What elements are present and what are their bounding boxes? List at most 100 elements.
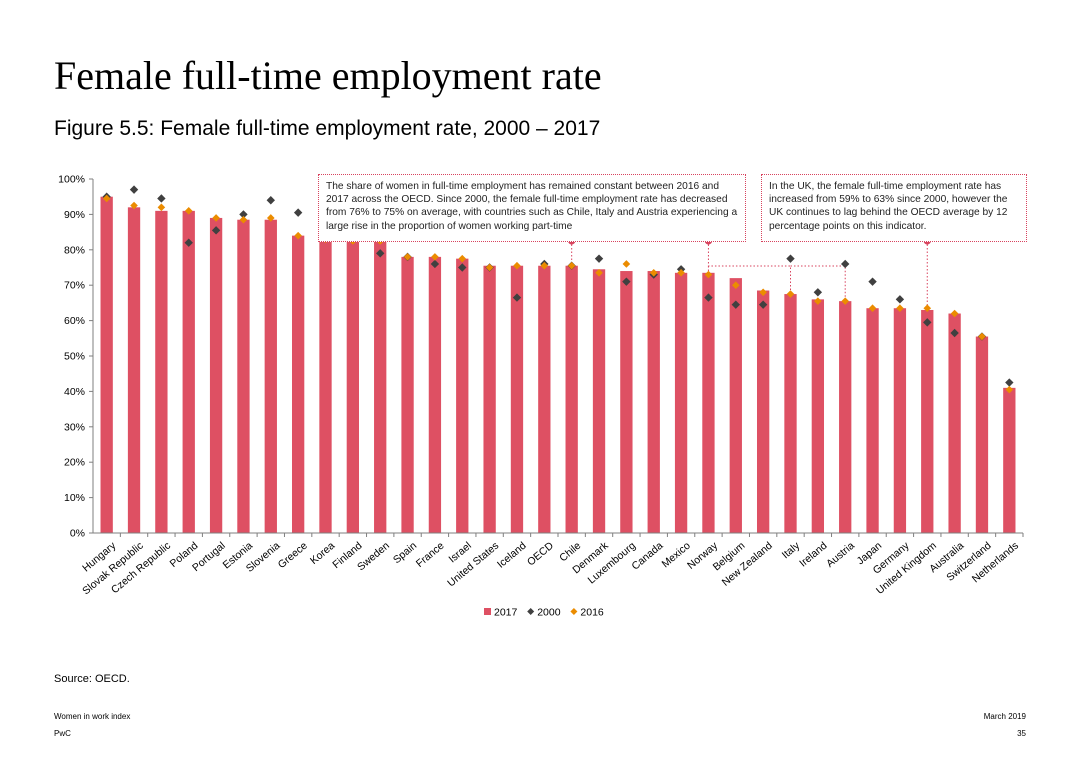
- marker-2000-slovenia: [266, 196, 275, 205]
- bar-2017-portugal: [209, 217, 223, 533]
- marker-2016-mexico: [677, 269, 685, 277]
- marker-2016-denmark: [595, 269, 603, 277]
- bar-2017-israel: [456, 258, 469, 533]
- marker-2016-norway: [704, 270, 713, 279]
- y-tick-label: 50%: [64, 351, 85, 363]
- bar-2017-estonia: [237, 219, 250, 533]
- bar-2017-oecd: [538, 265, 551, 533]
- annotation-oecd: The share of women in full-time employme…: [318, 174, 746, 242]
- marker-2000-belgium: [731, 300, 740, 309]
- marker-2000-luxembourg: [622, 277, 631, 286]
- footer-report-name: Women in work index: [54, 712, 131, 721]
- y-tick-label: 10%: [64, 492, 85, 504]
- marker-2016-switzerland: [978, 332, 986, 341]
- legend-swatch-2017: [484, 608, 491, 615]
- y-tick-label: 60%: [64, 315, 85, 327]
- footer-brand: PwC: [54, 729, 71, 738]
- marker-2016-hungary: [102, 194, 111, 203]
- marker-2000-portugal: [211, 226, 221, 235]
- bar-2017-czech-republic: [155, 210, 168, 534]
- legend-swatch-2000: [527, 608, 535, 615]
- marker-2016-chile: [567, 261, 576, 270]
- bar-2017-sweden: [374, 240, 387, 533]
- marker-2016-oecd: [540, 261, 549, 270]
- bar-2017-chile: [565, 265, 578, 533]
- marker-2000-denmark: [594, 254, 604, 263]
- marker-2000-poland: [184, 238, 193, 247]
- marker-2000-greece: [293, 208, 303, 217]
- marker-2016-united-states: [485, 263, 494, 272]
- bar-2017-japan: [866, 308, 879, 533]
- marker-2016-greece: [294, 231, 302, 240]
- marker-2016-japan: [868, 304, 877, 313]
- y-tick-label: 30%: [64, 421, 85, 433]
- marker-2000-iceland: [512, 293, 522, 302]
- x-label-austria: Austria: [824, 540, 857, 570]
- bar-2017-finland: [346, 239, 360, 533]
- bar-2017-united-kingdom: [921, 309, 934, 533]
- marker-2016-austria: [841, 297, 850, 305]
- bar-2017-korea: [319, 239, 332, 533]
- bar-2017-canada: [647, 271, 660, 533]
- bar-2017-netherlands: [1003, 387, 1016, 533]
- marker-2000-czech-republic: [157, 194, 166, 203]
- bar-2017-belgium: [729, 278, 742, 533]
- bar-2017-spain: [401, 256, 414, 533]
- bar-2017-ireland: [811, 299, 825, 533]
- marker-2000-new-zealand: [758, 300, 768, 309]
- bar-2017-luxembourg: [620, 271, 633, 533]
- x-label-greece: Greece: [276, 540, 310, 571]
- marker-2016-united-kingdom: [923, 304, 932, 313]
- bar-2017-switzerland: [975, 336, 989, 533]
- marker-2000-japan: [868, 277, 877, 286]
- bar-2017-france: [428, 256, 442, 533]
- marker-2016-belgium: [731, 281, 740, 289]
- marker-2000-netherlands: [1005, 378, 1014, 387]
- marker-2000-israel: [458, 263, 467, 272]
- marker-2016-ireland: [814, 297, 822, 305]
- marker-2016-france: [431, 253, 439, 261]
- source-note: Source: OECD.: [54, 673, 130, 685]
- x-label-oecd: OECD: [525, 539, 556, 568]
- bar-2017-australia: [948, 313, 961, 533]
- marker-2000-norway: [704, 293, 713, 302]
- x-label-ireland: Ireland: [797, 540, 829, 570]
- bar-2017-iceland: [510, 265, 524, 533]
- y-tick-label: 0%: [70, 528, 85, 540]
- marker-2016-iceland: [513, 261, 521, 270]
- page-title: Female full-time employment rate: [54, 53, 602, 98]
- bar-2017-united-states: [483, 265, 496, 533]
- marker-2016-australia: [950, 309, 959, 318]
- marker-2000-italy: [786, 254, 795, 263]
- y-tick-label: 90%: [64, 209, 85, 221]
- marker-2016-italy: [786, 290, 795, 298]
- connector-austria: [790, 265, 846, 302]
- bar-2017-germany: [893, 308, 907, 533]
- bar-2017-austria: [839, 301, 852, 533]
- legend-label-2017: 2017: [494, 607, 518, 619]
- marker-2016-spain: [403, 253, 412, 261]
- marker-2016-luxembourg: [622, 260, 631, 268]
- marker-2000-france: [430, 259, 440, 269]
- y-tick-label: 40%: [64, 386, 85, 398]
- x-label-france: France: [414, 540, 447, 570]
- legend-label-2000: 2000: [537, 607, 561, 619]
- marker-2000-ireland: [813, 288, 823, 297]
- bar-2017-italy: [784, 294, 797, 533]
- marker-2016-germany: [896, 304, 904, 313]
- marker-2016-netherlands: [1005, 385, 1014, 394]
- figure-title: Figure 5.5: Female full-time employment …: [54, 117, 601, 140]
- x-label-canada: Canada: [629, 540, 665, 573]
- connector-italy: [707, 241, 791, 295]
- legend-label-2016: 2016: [580, 607, 604, 619]
- marker-2000-austria: [841, 259, 850, 269]
- legend-swatch-2016: [570, 608, 578, 615]
- y-tick-label: 80%: [64, 244, 85, 256]
- y-tick-label: 20%: [64, 457, 85, 469]
- y-tick-label: 100%: [58, 174, 85, 186]
- marker-2016-czech-republic: [157, 203, 166, 212]
- bar-2017-new-zealand: [756, 290, 770, 533]
- annotation-uk: In the UK, the female full-time employme…: [761, 174, 1027, 242]
- marker-2000-sweden: [376, 249, 385, 258]
